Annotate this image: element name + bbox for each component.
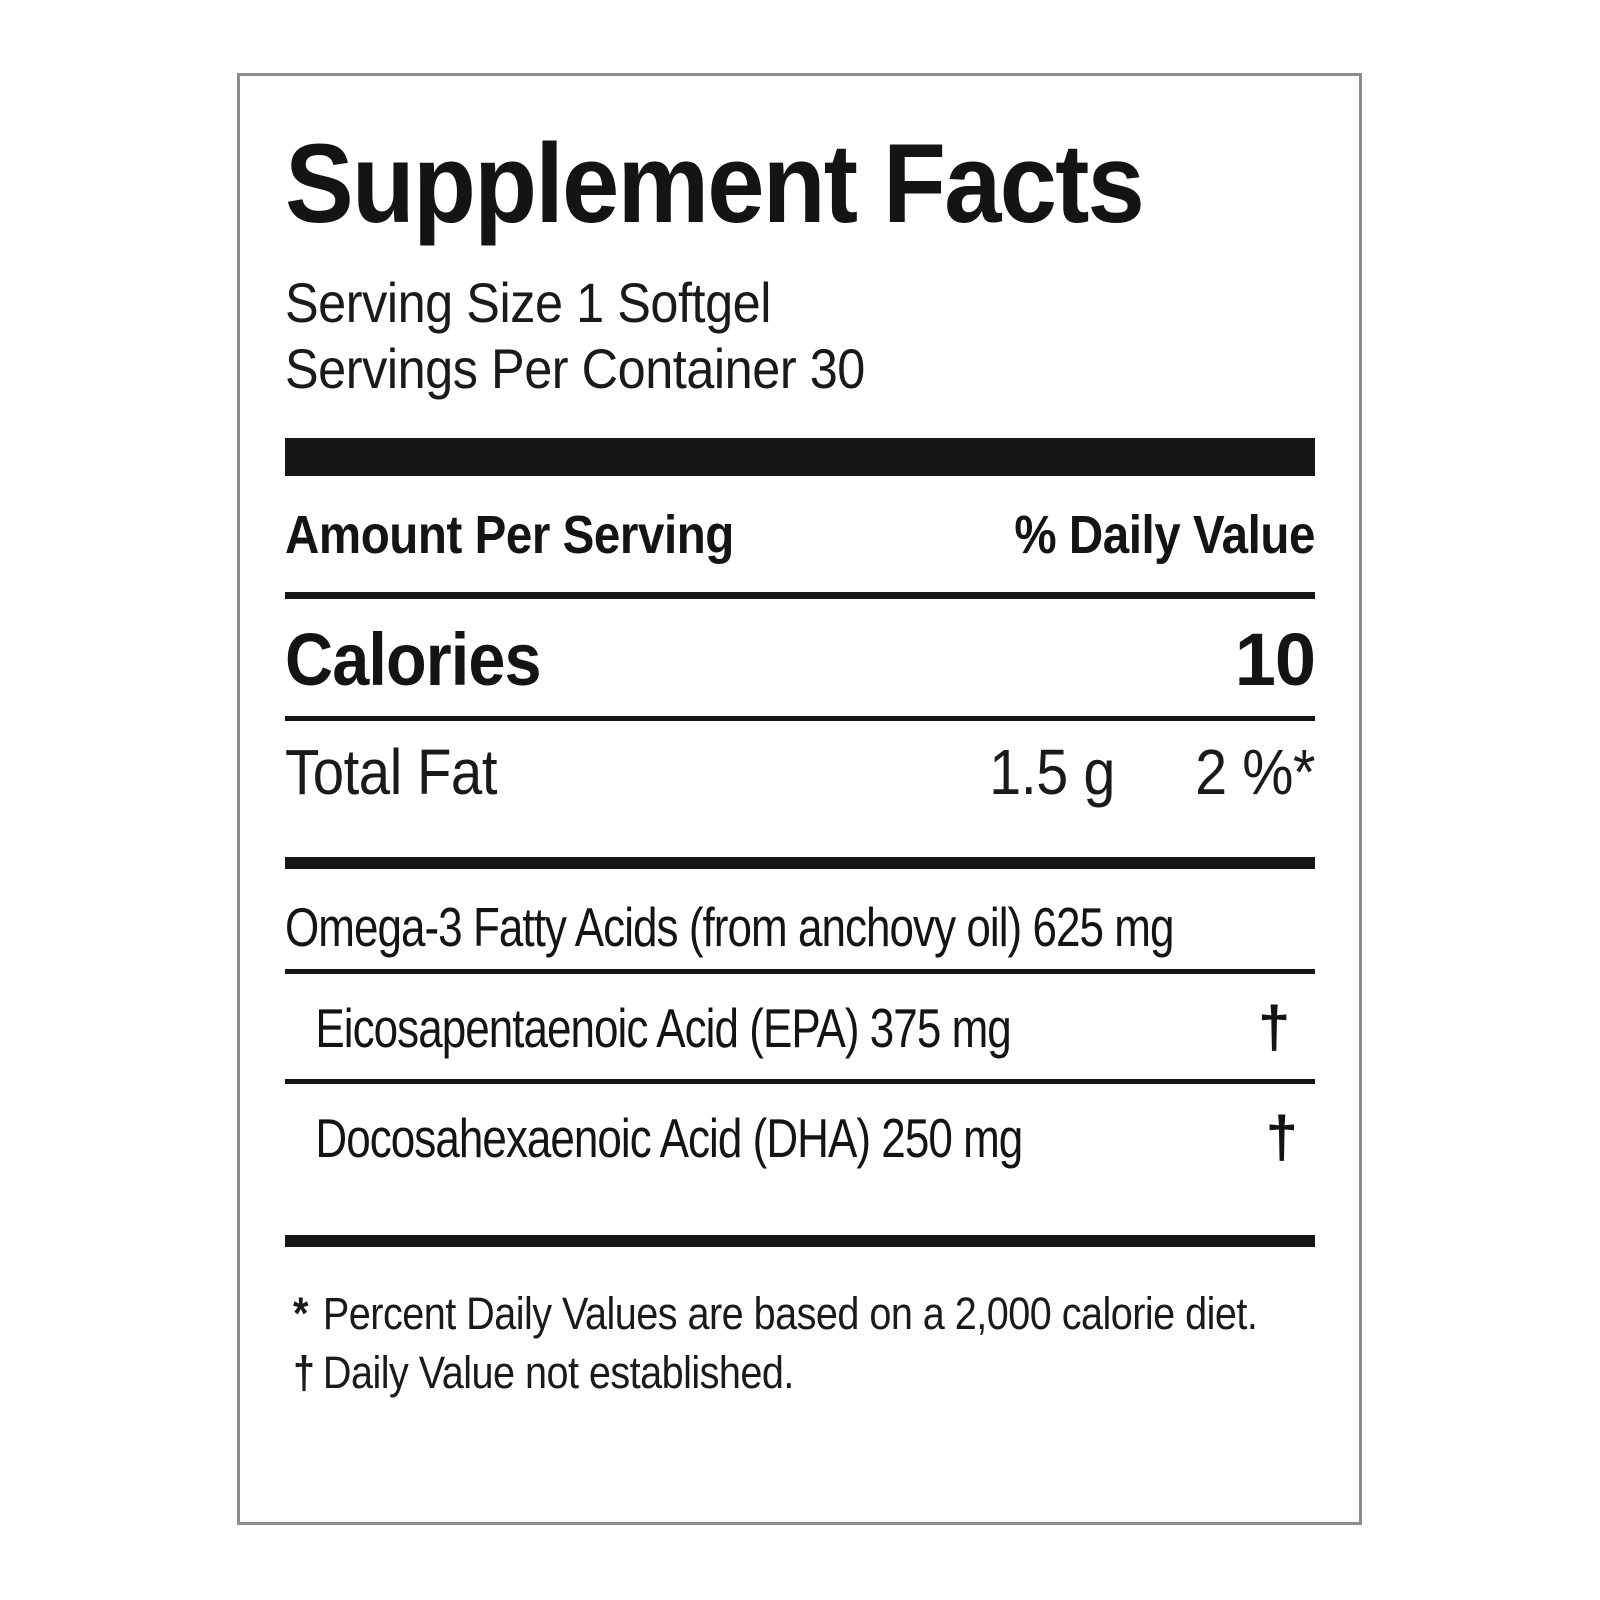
omega3-label: Omega-3 Fatty Acids (from anchovy oil) 6… xyxy=(285,896,1174,959)
divider-thick-bottom xyxy=(285,1235,1315,1248)
total-fat-amount: 1.5 g xyxy=(989,736,1115,809)
serving-info: Serving Size 1 Softgel Servings Per Cont… xyxy=(285,270,1315,402)
table-row-total-fat: Total Fat 1.5 g 2 %* xyxy=(285,721,1315,825)
footnote-dagger-text: Daily Value not established. xyxy=(322,1346,795,1398)
footnotes: * Percent Daily Values are based on a 2,0… xyxy=(285,1285,1315,1402)
servings-per-container-line: Servings Per Container 30 xyxy=(285,337,865,401)
epa-label: Eicosapentaenoic Acid (EPA) 375 mg xyxy=(315,997,1011,1060)
table-row-epa: Eicosapentaenoic Acid (EPA) 375 mg † xyxy=(285,974,1315,1079)
table-header-row: Amount Per Serving % Daily Value xyxy=(285,476,1315,592)
dha-dagger-icon: † xyxy=(1265,1105,1298,1171)
percent-daily-value-label: % Daily Value xyxy=(1014,505,1315,566)
footnote-asterisk: * Percent Daily Values are based on a 2,0… xyxy=(293,1285,1258,1344)
footnote-asterisk-text: Percent Daily Values are based on a 2,00… xyxy=(322,1288,1258,1340)
footnote-dagger: † Daily Value not established. xyxy=(293,1344,1192,1403)
epa-dagger-icon: † xyxy=(1257,995,1290,1061)
calories-label: Calories xyxy=(285,618,542,702)
serving-size-line: Serving Size 1 Softgel xyxy=(285,271,771,334)
page-title: Supplement Facts xyxy=(285,121,1145,246)
divider-thick-mid xyxy=(285,857,1315,870)
supplement-facts-panel: Supplement Facts Serving Size 1 Softgel … xyxy=(237,73,1362,1525)
total-fat-daily-value: 2 %* xyxy=(1195,736,1315,809)
table-row-calories: Calories 10 xyxy=(285,599,1316,716)
amount-per-serving-label: Amount Per Serving xyxy=(285,505,734,566)
divider-under-omega3 xyxy=(285,969,1315,975)
divider-under-header xyxy=(285,592,1315,600)
panel-inner: Supplement Facts Serving Size 1 Softgel … xyxy=(285,76,1316,1402)
divider-thick-top xyxy=(285,438,1315,477)
asterisk-icon: * xyxy=(293,1288,308,1340)
divider-under-epa xyxy=(285,1079,1315,1085)
dha-label: Docosahexaenoic Acid (DHA) 250 mg xyxy=(315,1107,1023,1170)
calories-value: 10 xyxy=(1234,618,1316,702)
dagger-icon: † xyxy=(293,1346,315,1398)
table-row-omega3: Omega-3 Fatty Acids (from anchovy oil) 6… xyxy=(285,869,1315,969)
divider-under-calories xyxy=(285,716,1315,722)
table-row-dha: Docosahexaenoic Acid (DHA) 250 mg † xyxy=(285,1084,1315,1189)
total-fat-label: Total Fat xyxy=(285,736,498,809)
